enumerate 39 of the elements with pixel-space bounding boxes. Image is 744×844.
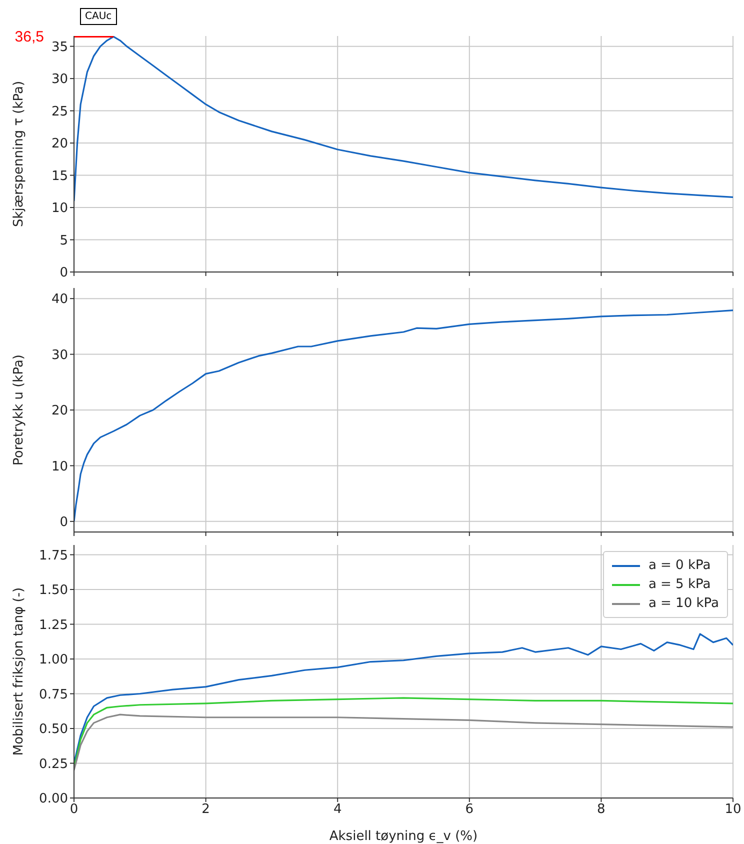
x-tick-label: 6 — [465, 802, 474, 818]
y-tick-label: 10 — [51, 201, 68, 216]
legend-label: a = 5 kPa — [648, 576, 711, 594]
y-tick-label: 35 — [51, 40, 68, 55]
y-tick-label: 5 — [60, 233, 68, 248]
y-tick-label: 0 — [60, 266, 68, 281]
y-tick-label: 20 — [51, 136, 68, 152]
y-tick-label: 1.25 — [39, 618, 68, 633]
line-series — [74, 714, 733, 771]
y-tick-label: 15 — [51, 168, 68, 184]
y-tick-label: 1.00 — [39, 652, 68, 668]
y-tick-label: 1.75 — [39, 548, 68, 564]
legend-label: a = 10 kPa — [648, 595, 719, 613]
chart-title: CAUc — [80, 8, 117, 25]
line-series — [74, 36, 733, 202]
legend-label: a = 0 kPa — [648, 557, 711, 575]
x-tick-label: 8 — [597, 802, 606, 818]
y-tick-label: 0.25 — [39, 756, 68, 772]
x-tick-label: 10 — [724, 802, 742, 818]
y-tick-label: 25 — [51, 104, 68, 120]
x-tick-label: 4 — [333, 802, 342, 818]
y-tick-label: 0.50 — [39, 722, 68, 738]
y-tick-label: 30 — [51, 348, 68, 363]
y-tick-label: 10 — [51, 459, 68, 474]
y-axis-title: Skjærspenning τ (kPa) — [12, 80, 27, 228]
text: 36,5 — [14, 28, 44, 46]
x-axis-title: Aksiell tøyning ϵ_v (%) — [329, 829, 478, 844]
y-tick-label: 0.00 — [39, 792, 68, 807]
y-tick-label: 30 — [51, 72, 68, 88]
y-tick-label: 20 — [51, 404, 68, 419]
line-series — [74, 309, 733, 522]
x-tick-label: 2 — [202, 802, 210, 818]
y-tick-label: 1.50 — [39, 583, 68, 598]
y-tick-label: 0.75 — [39, 687, 68, 702]
x-tick-label: 0 — [70, 802, 78, 818]
y-tick-label: 40 — [51, 292, 68, 308]
y-tick-label: 0 — [60, 515, 68, 530]
y-axis-title: Mobilisert friksjon tanφ (-) — [12, 587, 27, 756]
y-axis-title: Poretrykk u (kPa) — [12, 354, 27, 466]
